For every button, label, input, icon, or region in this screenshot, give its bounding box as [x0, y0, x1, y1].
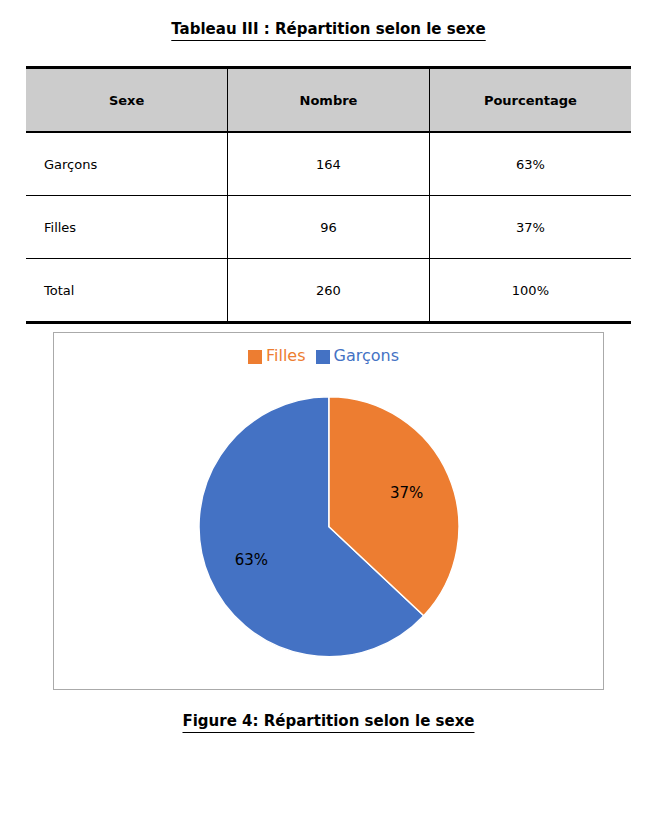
html-text:260: 260	[316, 282, 341, 298]
svg-text:63%: 63%	[234, 551, 267, 569]
html-text:Garçons: Garçons	[44, 156, 98, 172]
html-text:100%: 100%	[511, 282, 549, 298]
html-text:Garçons: Garçons	[333, 346, 399, 365]
html-text:Filles: Filles	[266, 346, 306, 365]
html-text:Filles: Filles	[44, 219, 77, 235]
svg-text:37%: 37%	[389, 484, 422, 502]
html-text:Tableau III : Répartition selo: Tableau III : Répartition selon le sexe	[171, 20, 486, 38]
html-text:Sexe: Sexe	[108, 92, 145, 108]
html-text:164: 164	[316, 156, 341, 172]
html-text:37%: 37%	[516, 219, 545, 235]
html-text:Pourcentage: Pourcentage	[483, 92, 577, 108]
html-text:Total: Total	[44, 282, 75, 298]
html-text:96: 96	[320, 219, 337, 235]
html-text:Figure 4: Répartition selon le: Figure 4: Répartition selon le sexe	[182, 712, 475, 730]
html-text:63%: 63%	[516, 156, 545, 172]
html-text:Nombre: Nombre	[299, 92, 358, 108]
